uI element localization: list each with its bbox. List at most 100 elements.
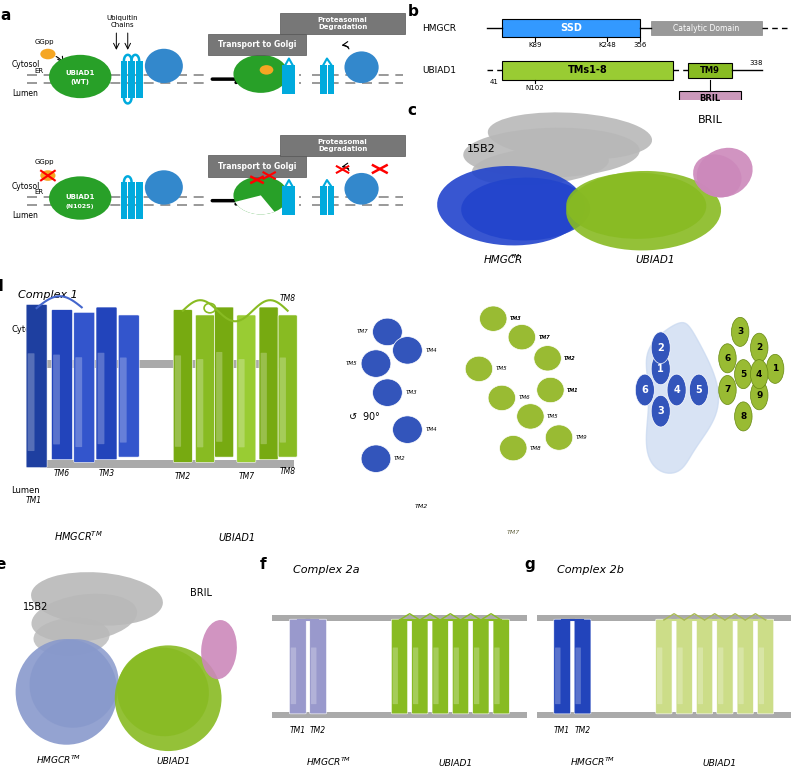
- Ellipse shape: [461, 178, 590, 240]
- Text: 8: 8: [740, 412, 746, 421]
- Bar: [328, 186, 334, 215]
- FancyBboxPatch shape: [411, 619, 428, 714]
- Circle shape: [734, 402, 752, 431]
- Text: N102: N102: [526, 85, 544, 90]
- Text: TM2: TM2: [564, 356, 576, 361]
- FancyBboxPatch shape: [432, 619, 448, 714]
- Text: Lumen: Lumen: [12, 211, 38, 220]
- FancyBboxPatch shape: [698, 647, 703, 704]
- Text: 2: 2: [756, 343, 762, 353]
- Bar: [678, 90, 741, 105]
- FancyBboxPatch shape: [392, 647, 398, 704]
- Text: TM6: TM6: [519, 395, 530, 400]
- FancyBboxPatch shape: [215, 307, 233, 457]
- Text: UBIAD1: UBIAD1: [156, 757, 190, 766]
- Text: c: c: [407, 103, 417, 118]
- Text: TM8: TM8: [530, 445, 542, 451]
- Text: 4: 4: [756, 370, 762, 378]
- Circle shape: [361, 445, 391, 473]
- Ellipse shape: [31, 594, 137, 642]
- Circle shape: [49, 176, 111, 220]
- Circle shape: [40, 48, 55, 59]
- FancyBboxPatch shape: [280, 13, 405, 34]
- Text: TM9: TM9: [700, 66, 720, 75]
- FancyBboxPatch shape: [260, 353, 267, 444]
- Text: K89: K89: [528, 42, 542, 48]
- Text: K248: K248: [598, 42, 616, 48]
- Text: SSD: SSD: [560, 23, 582, 33]
- Bar: [40, 460, 294, 468]
- Ellipse shape: [145, 48, 183, 83]
- Ellipse shape: [34, 618, 109, 656]
- FancyBboxPatch shape: [554, 619, 570, 714]
- Text: 356: 356: [634, 42, 646, 48]
- FancyBboxPatch shape: [97, 353, 105, 444]
- FancyBboxPatch shape: [555, 647, 561, 704]
- Text: TM7: TM7: [507, 530, 520, 535]
- Text: 2: 2: [658, 342, 664, 353]
- Text: Ubiquitin
Chains: Ubiquitin Chains: [106, 15, 138, 27]
- FancyBboxPatch shape: [656, 619, 672, 714]
- Circle shape: [750, 360, 768, 388]
- FancyBboxPatch shape: [208, 155, 307, 177]
- Circle shape: [488, 385, 515, 410]
- Circle shape: [690, 374, 709, 406]
- Circle shape: [750, 333, 768, 362]
- Circle shape: [719, 344, 736, 373]
- FancyBboxPatch shape: [278, 315, 297, 457]
- FancyBboxPatch shape: [392, 619, 407, 714]
- Text: 3: 3: [737, 328, 743, 336]
- Bar: [121, 183, 127, 219]
- Text: Cytosol: Cytosol: [11, 324, 42, 334]
- Text: (N102S): (N102S): [66, 204, 94, 209]
- Bar: [128, 183, 135, 219]
- Text: TM1: TM1: [26, 495, 42, 505]
- Text: TM2: TM2: [394, 456, 406, 461]
- Text: TM5: TM5: [495, 367, 507, 371]
- Ellipse shape: [30, 639, 119, 728]
- Text: TM3: TM3: [510, 316, 522, 321]
- Text: 5: 5: [740, 370, 746, 378]
- Text: TMs1-8: TMs1-8: [567, 66, 607, 76]
- Text: TM4: TM4: [425, 427, 437, 432]
- FancyBboxPatch shape: [53, 355, 60, 445]
- Text: Catalytic Domain: Catalytic Domain: [673, 23, 739, 33]
- FancyBboxPatch shape: [433, 647, 439, 704]
- Circle shape: [545, 425, 573, 450]
- Text: Proteasomal
Degradation: Proteasomal Degradation: [318, 139, 368, 151]
- Bar: [121, 61, 127, 98]
- Circle shape: [233, 176, 288, 214]
- Circle shape: [651, 395, 670, 427]
- Text: HMGCR: HMGCR: [484, 255, 523, 265]
- Text: UBIAD1: UBIAD1: [439, 759, 472, 768]
- Bar: [320, 186, 327, 215]
- Ellipse shape: [463, 128, 640, 178]
- Text: HMGCR$^{TM}$: HMGCR$^{TM}$: [306, 756, 351, 768]
- Text: 6: 6: [725, 354, 730, 363]
- Circle shape: [372, 318, 403, 346]
- Text: ER: ER: [34, 190, 44, 195]
- FancyBboxPatch shape: [474, 647, 479, 704]
- Text: 9: 9: [756, 391, 762, 400]
- Ellipse shape: [487, 112, 652, 160]
- Text: TM3: TM3: [510, 316, 522, 321]
- FancyBboxPatch shape: [175, 356, 181, 447]
- Ellipse shape: [437, 166, 585, 246]
- Text: (WT): (WT): [71, 80, 89, 85]
- FancyBboxPatch shape: [310, 619, 327, 714]
- Text: Cytosol: Cytosol: [12, 60, 40, 69]
- Text: TM9: TM9: [575, 435, 587, 440]
- Bar: [537, 615, 791, 621]
- Circle shape: [766, 354, 784, 384]
- Bar: [537, 712, 791, 718]
- Text: ER: ER: [34, 68, 44, 74]
- Ellipse shape: [201, 620, 237, 679]
- Ellipse shape: [115, 645, 221, 751]
- FancyBboxPatch shape: [237, 315, 256, 463]
- Text: HMGCR$^{TM}$: HMGCR$^{TM}$: [36, 753, 81, 766]
- FancyBboxPatch shape: [697, 619, 713, 714]
- Text: TM7: TM7: [539, 335, 550, 339]
- Text: TM2: TM2: [564, 356, 576, 361]
- Text: a: a: [0, 8, 10, 23]
- Text: e: e: [0, 557, 6, 572]
